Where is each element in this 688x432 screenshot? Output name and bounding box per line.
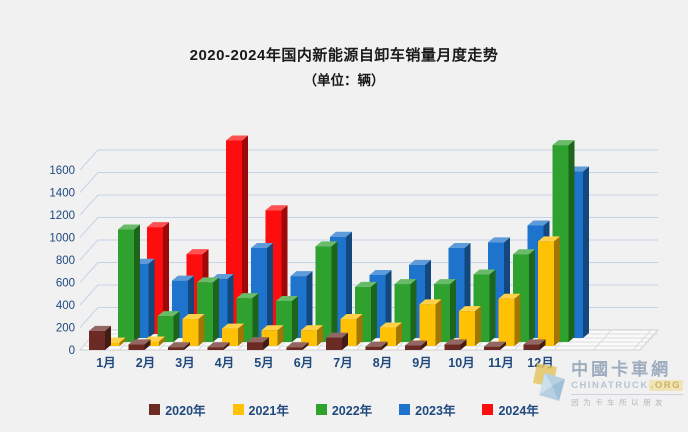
legend-label: 2020年 bbox=[165, 404, 206, 418]
legend-item-2022年: 2022年 bbox=[315, 400, 373, 419]
bar-2020年-2月 bbox=[128, 339, 151, 350]
watermark-name: 中國卡車網 bbox=[571, 360, 672, 379]
legend-item-2021年: 2021年 bbox=[232, 400, 289, 419]
bar-2022年-2月 bbox=[157, 311, 180, 342]
x-category-label: 3月 bbox=[175, 356, 194, 370]
legend-swatch bbox=[399, 404, 411, 415]
bar-2020年-12月 bbox=[523, 339, 546, 350]
bar-2021年-4月 bbox=[222, 323, 244, 346]
bar-2023年-4月 bbox=[251, 243, 273, 338]
chart-subtitle: （单位：辆） bbox=[303, 73, 385, 88]
bar-2020年-11月 bbox=[484, 341, 506, 350]
chart-title-block: 2020-2024年国内新能源自卸车销量月度走势 （单位：辆） bbox=[0, 44, 688, 89]
bar-2020年-9月 bbox=[405, 340, 427, 350]
x-category-label: 9月 bbox=[412, 356, 431, 370]
bar-2021年-11月 bbox=[498, 293, 521, 346]
legend-item-2020年: 2020年 bbox=[149, 400, 206, 419]
bar-2020年-3月 bbox=[168, 342, 190, 350]
x-category-label: 6月 bbox=[294, 356, 313, 370]
y-tick-label: 0 bbox=[69, 345, 75, 357]
bar-2020年-4月 bbox=[207, 342, 230, 350]
legend-label: 2021年 bbox=[248, 404, 289, 418]
x-category-label: 8月 bbox=[373, 356, 392, 370]
bar-2021年-10月 bbox=[459, 306, 481, 346]
legend-label: 2022年 bbox=[331, 404, 373, 418]
bar-2020年-8月 bbox=[365, 341, 388, 350]
x-category-label: 7月 bbox=[333, 356, 352, 370]
x-category-label: 1月 bbox=[96, 356, 115, 370]
chinatruck-logo-icon bbox=[533, 363, 566, 401]
y-tick-label: 800 bbox=[56, 255, 75, 267]
bars-series-2021年 bbox=[103, 236, 560, 346]
bar-2021年-3月 bbox=[182, 314, 205, 346]
y-tick-label: 1400 bbox=[49, 188, 75, 200]
bars-series-2020年 bbox=[89, 325, 546, 350]
chart-title: 2020-2024年国内新能源自卸车销量月度走势 bbox=[189, 47, 499, 64]
watermark-slogan: 因为卡车所以朋友 bbox=[571, 398, 668, 407]
bar-2022年-1月 bbox=[118, 224, 140, 342]
watermark-domain: CHINATRUCK .ORG bbox=[571, 380, 683, 391]
bar-2020年-10月 bbox=[444, 339, 467, 350]
watermark: 中國卡車網 CHINATRUCK .ORG 因为卡车所以朋友 bbox=[531, 361, 683, 408]
y-tick-label: 1600 bbox=[49, 165, 75, 177]
legend-swatch bbox=[232, 404, 244, 415]
bar-2020年-7月 bbox=[326, 332, 348, 350]
legend-item-2023年: 2023年 bbox=[399, 400, 455, 419]
legend: 2020年 2021年 2022年 2023年 2024年 bbox=[0, 400, 688, 419]
y-tick-label: 1000 bbox=[49, 233, 75, 245]
x-category-label: 4月 bbox=[215, 356, 234, 370]
y-tick-label: 200 bbox=[56, 323, 75, 335]
bar-2021年-9月 bbox=[419, 299, 442, 346]
legend-swatch bbox=[315, 404, 327, 415]
x-category-label: 11月 bbox=[488, 356, 514, 370]
watermark-domain-suffix: .ORG bbox=[648, 380, 683, 391]
x-category-label: 5月 bbox=[254, 356, 273, 370]
bar-2020年-6月 bbox=[286, 342, 309, 350]
bar-2020年-1月 bbox=[89, 325, 111, 350]
x-category-label: 2月 bbox=[136, 356, 155, 370]
legend-swatch bbox=[482, 404, 494, 415]
y-tick-label: 1200 bbox=[49, 210, 75, 222]
legend-item-2024年: 2024年 bbox=[482, 400, 539, 419]
legend-label: 2023年 bbox=[415, 404, 456, 418]
bar-2021年-6月 bbox=[301, 325, 323, 346]
bar-2020年-5月 bbox=[247, 337, 269, 350]
legend-label: 2024年 bbox=[498, 404, 539, 418]
y-tick-label: 600 bbox=[56, 278, 75, 290]
y-tick-label: 400 bbox=[56, 300, 75, 312]
bar-2024年-3月 bbox=[226, 135, 248, 334]
bar-2021年-12月 bbox=[538, 236, 560, 346]
bar-2021年-8月 bbox=[380, 322, 402, 346]
bar-2022年-6月 bbox=[315, 241, 338, 342]
watermark-text: 中國卡車網 CHINATRUCK .ORG 因为卡车所以朋友 bbox=[571, 361, 683, 408]
legend-swatch bbox=[149, 404, 161, 415]
watermark-divider bbox=[571, 394, 683, 395]
x-category-label: 10月 bbox=[448, 356, 474, 370]
